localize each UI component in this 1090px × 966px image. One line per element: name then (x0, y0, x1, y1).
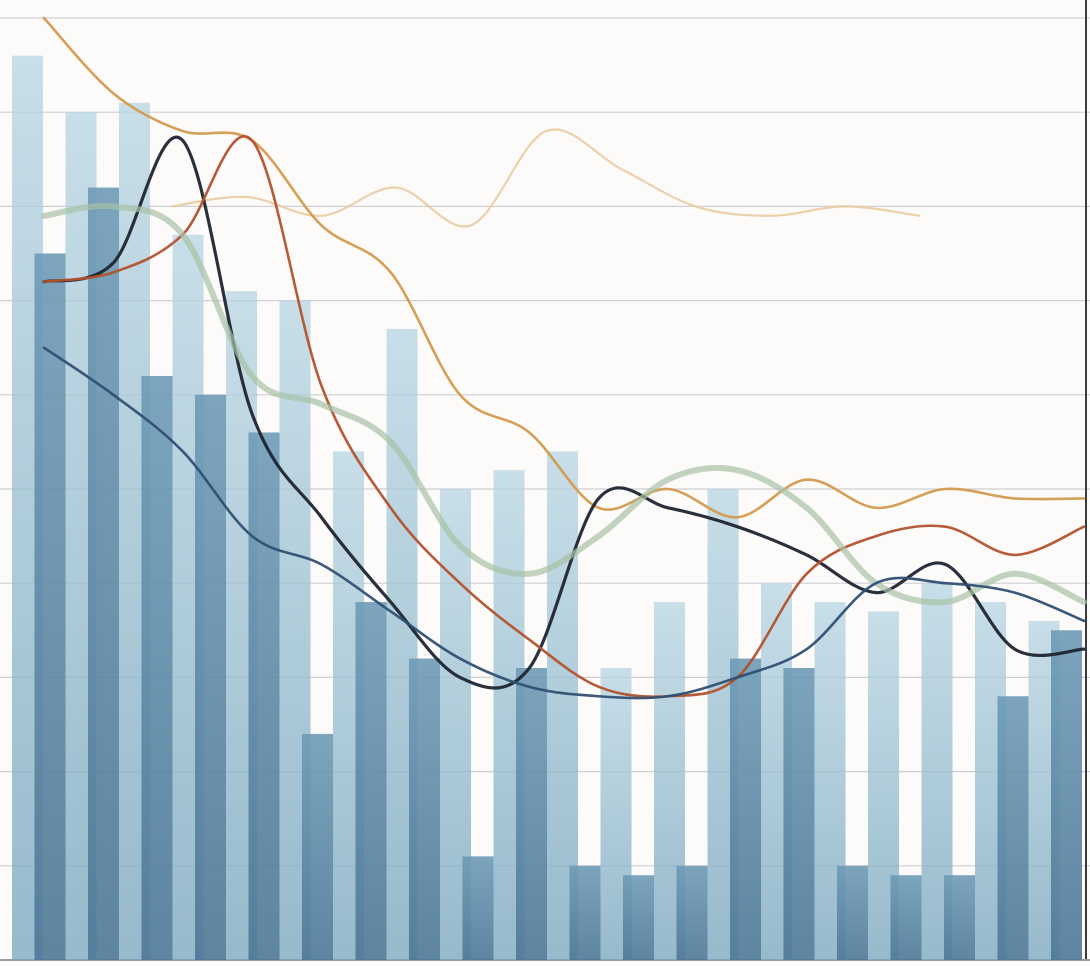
bar (355, 602, 387, 960)
bar (783, 667, 815, 960)
line-series (42, 346, 1086, 700)
bar (34, 253, 66, 960)
bar (943, 875, 975, 960)
line-series (42, 16, 1086, 519)
line-series-faint (171, 128, 921, 228)
bar (676, 865, 708, 960)
bar (729, 658, 761, 960)
bar (890, 875, 922, 960)
line-series (41, 202, 1087, 606)
bar (194, 394, 226, 960)
bar (87, 187, 119, 960)
bar (569, 865, 601, 960)
bar (408, 658, 440, 960)
bar (997, 696, 1029, 960)
bar (515, 667, 547, 960)
bar (248, 432, 280, 961)
bar (836, 865, 868, 960)
bar (141, 375, 173, 961)
bar (301, 733, 333, 960)
bar (622, 875, 654, 960)
bar (462, 856, 494, 960)
line-series (42, 135, 1086, 690)
bar (1050, 630, 1082, 960)
line-series (42, 135, 1086, 699)
